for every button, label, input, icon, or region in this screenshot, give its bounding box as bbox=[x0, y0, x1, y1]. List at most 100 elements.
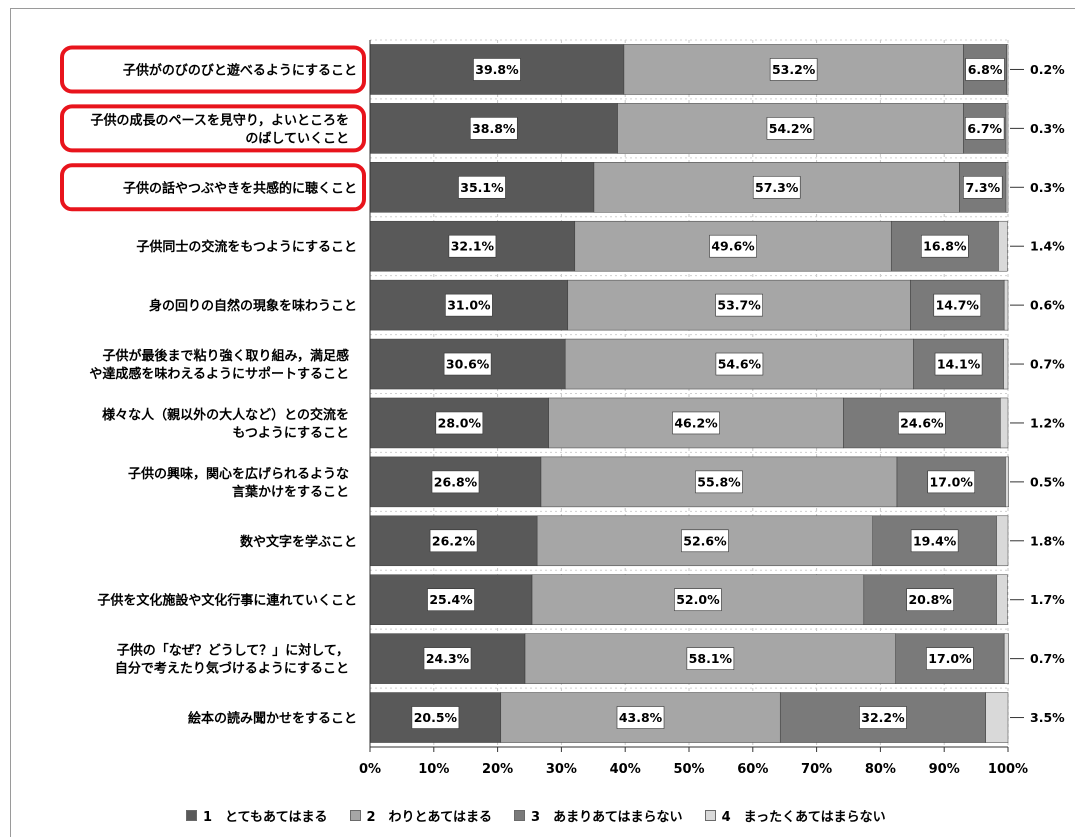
bar-value-label: 26.2% bbox=[432, 533, 476, 548]
bar-value-label: 46.2% bbox=[674, 415, 718, 430]
bar-value-label: 20.5% bbox=[414, 710, 458, 725]
bar-segment-s2-row5 bbox=[567, 279, 911, 331]
bar-label-box bbox=[429, 529, 478, 553]
bar-label-box bbox=[715, 352, 764, 376]
bar-value-label-outside: 0.6% bbox=[1030, 298, 1065, 313]
bar-segment-s4-row10 bbox=[996, 574, 1008, 625]
legend-swatch bbox=[514, 810, 526, 821]
bar-label-box bbox=[469, 117, 518, 140]
category-label-line: 子供同士の交流をもつようにすること bbox=[136, 239, 357, 255]
highlight-box bbox=[60, 104, 366, 153]
bar-label-box bbox=[859, 706, 907, 729]
bar-value-label: 26.8% bbox=[434, 474, 478, 489]
category-label: 子供を文化施設や文化行事に連れていくこと bbox=[97, 593, 357, 609]
bar-label-box bbox=[695, 470, 743, 494]
bar-value-label: 24.3% bbox=[426, 651, 470, 666]
category-label-line: 子供の成長のペースを見守り，よいところを bbox=[91, 112, 349, 128]
bar-value-label: 35.1% bbox=[460, 180, 504, 195]
bar-value-label: 14.1% bbox=[937, 357, 981, 372]
category-label-line: もつようにすること bbox=[232, 426, 349, 441]
bar-label-box bbox=[933, 293, 982, 317]
bar-segment-s4-row9 bbox=[996, 515, 1009, 567]
legend-swatch bbox=[704, 810, 716, 821]
category-label-line: 数や文字を学ぶこと bbox=[240, 534, 357, 550]
bar-segment-s4-row1 bbox=[1006, 44, 1009, 95]
bar-label-box bbox=[448, 234, 497, 258]
bar-value-label: 24.6% bbox=[900, 415, 944, 430]
bar-segment-s4-row3 bbox=[1005, 162, 1009, 213]
bar-value-label-outside: 1.7% bbox=[1030, 592, 1065, 607]
bar-segment-s4-row7 bbox=[1000, 397, 1009, 449]
bar-value-label: 53.7% bbox=[717, 298, 761, 313]
category-label-line: 身の回りの自然の現象を味わうこと bbox=[149, 298, 357, 314]
category-label: 身の回りの自然の現象を味わうこと bbox=[149, 298, 357, 314]
category-label-line: 子供の「なぜ？どうして？」に対して， bbox=[117, 643, 349, 659]
category-label: 様々な人（親以外の大人など）との交流をもつようにすること bbox=[102, 407, 349, 441]
bar-label-box bbox=[445, 293, 493, 317]
category-label: 数や文字を学ぶこと bbox=[240, 534, 357, 550]
bar-segment-s4-row11 bbox=[1003, 633, 1009, 684]
bar-value-label: 54.2% bbox=[769, 121, 813, 136]
bar-label-box bbox=[427, 588, 475, 612]
bar-value-label: 14.7% bbox=[936, 298, 980, 313]
bar-value-label: 16.8% bbox=[923, 239, 967, 254]
legend-item: 3 あまりあてはまらない bbox=[514, 806, 683, 825]
bar-segment-s4-row8 bbox=[1005, 456, 1009, 508]
legend-label: 4 まったくあてはまらない bbox=[721, 810, 886, 825]
bar-value-label-outside: 0.7% bbox=[1030, 651, 1065, 666]
category-label-line: 絵本の読み聞かせをすること bbox=[188, 711, 357, 727]
x-tick-label: 70% bbox=[801, 762, 832, 777]
category-label: 子供の成長のペースを見守り，よいところをのばしていくこと bbox=[91, 112, 349, 146]
bar-segment-s4-row5 bbox=[1003, 279, 1009, 331]
category-label: 子供がのびのびと遊べるようにすること bbox=[123, 62, 357, 78]
bar-label-box bbox=[672, 411, 720, 435]
bar-value-label-outside: 0.5% bbox=[1030, 474, 1065, 489]
bar-value-label-outside: 1.4% bbox=[1030, 239, 1065, 254]
category-label-line: や達成感を味わえるようにサポートすること bbox=[89, 366, 349, 382]
bar-label-box bbox=[435, 411, 484, 435]
bar-label-box bbox=[616, 706, 665, 729]
bar-segment-s4-row2 bbox=[1005, 103, 1009, 154]
bar-label-box bbox=[766, 117, 815, 140]
legend-item: 2 わりとあてはまる bbox=[349, 806, 493, 825]
bar-value-label: 19.4% bbox=[913, 533, 957, 548]
bar-value-label: 52.0% bbox=[676, 592, 720, 607]
legend-label: 3 あまりあてはまらない bbox=[531, 810, 683, 825]
bar-value-label: 31.0% bbox=[447, 298, 491, 313]
bar-value-label: 54.6% bbox=[718, 357, 762, 372]
bar-label-box bbox=[934, 352, 983, 376]
category-label: 絵本の読み聞かせをすること bbox=[188, 711, 357, 727]
bar-value-label: 7.3% bbox=[965, 180, 1000, 195]
category-label: 子供の話やつぶやきを共感的に聴くこと bbox=[123, 180, 357, 196]
bar-label-box bbox=[431, 470, 480, 494]
bar-label-box bbox=[921, 234, 969, 258]
bar-label-box bbox=[898, 411, 946, 435]
bar-value-label: 17.0% bbox=[928, 651, 972, 666]
bar-label-box bbox=[411, 706, 460, 729]
bar-value-label: 32.1% bbox=[451, 239, 495, 254]
bar-value-label-outside: 1.8% bbox=[1030, 533, 1065, 548]
bar-label-box bbox=[965, 117, 1005, 140]
bar-value-label: 49.6% bbox=[711, 239, 755, 254]
category-label-line: のばしていくこと bbox=[245, 131, 349, 146]
bar-label-box bbox=[458, 175, 506, 199]
legend-label: 2 わりとあてはまる bbox=[366, 810, 493, 825]
bar-label-box bbox=[927, 470, 976, 494]
bar-value-label: 38.8% bbox=[472, 121, 516, 136]
highlight-box bbox=[60, 45, 366, 94]
bar-value-label: 30.6% bbox=[446, 357, 490, 372]
stacked-bar-chart: 39.8% 53.2% 6.8% 0.2% 子供がのびのびと遊べるようにすること 38.8… bbox=[60, 39, 1065, 777]
bar-segment-s4-row6 bbox=[1003, 338, 1009, 390]
bar-label-box bbox=[423, 647, 472, 670]
bar-value-label-outside: 0.3% bbox=[1030, 180, 1065, 195]
category-label-line: 子供の話やつぶやきを共感的に聴くこと bbox=[123, 180, 357, 196]
bar-value-label: 55.8% bbox=[697, 474, 741, 489]
bar-label-box bbox=[906, 588, 954, 612]
category-label-line: 様々な人（親以外の大人など）との交流を bbox=[102, 407, 349, 423]
bar-label-box bbox=[752, 175, 801, 199]
legend-swatch bbox=[186, 810, 197, 821]
bar-value-label: 57.3% bbox=[755, 180, 799, 195]
x-tick-label: 40% bbox=[610, 762, 641, 777]
bar-label-box bbox=[686, 647, 735, 670]
